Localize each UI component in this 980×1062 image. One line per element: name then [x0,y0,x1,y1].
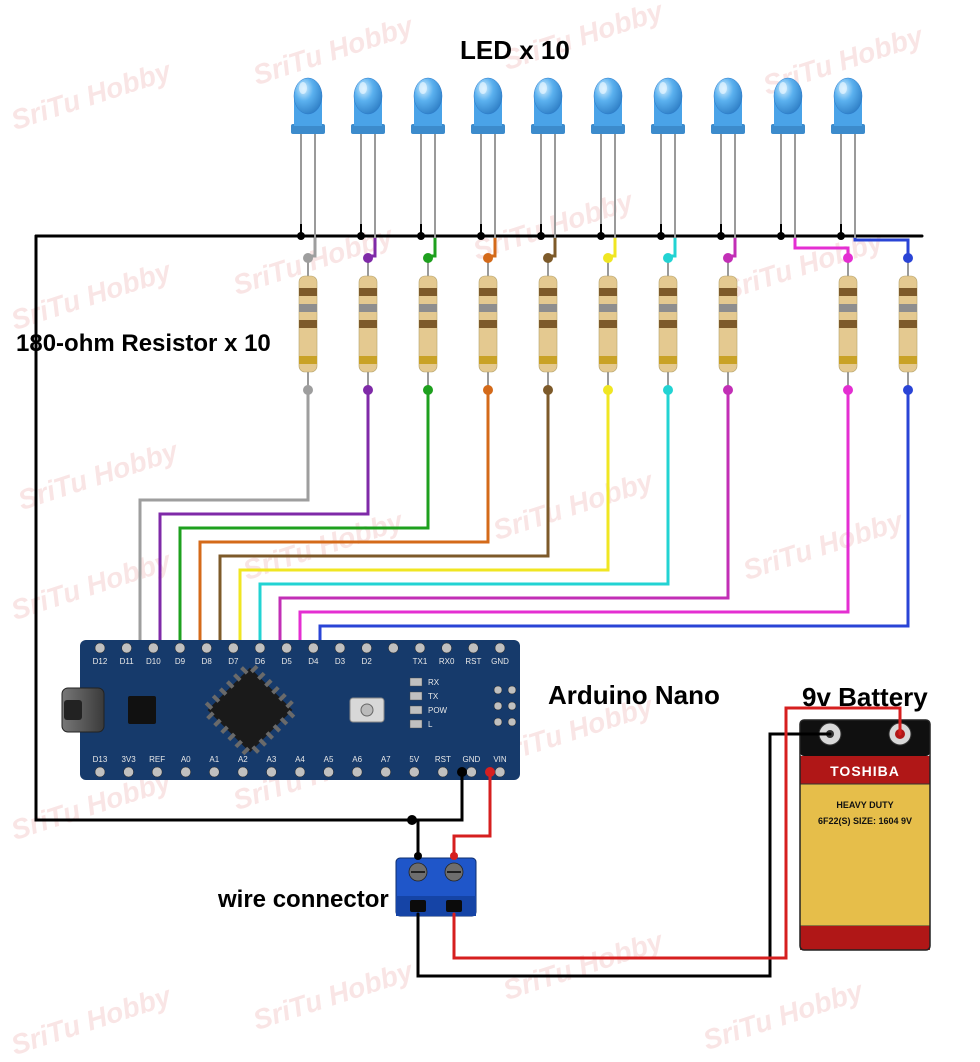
wire-connector [396,852,476,916]
svg-text:D8: D8 [202,657,213,666]
svg-text:HEAVY DUTY: HEAVY DUTY [836,800,893,810]
svg-text:TX: TX [428,692,439,701]
svg-text:D11: D11 [120,657,135,666]
svg-text:A2: A2 [238,755,248,764]
svg-text:D5: D5 [282,657,293,666]
svg-text:A6: A6 [352,755,362,764]
svg-text:3V3: 3V3 [121,755,136,764]
svg-text:POW: POW [428,706,448,715]
wires-layer [135,224,908,650]
svg-text:D6: D6 [255,657,266,666]
svg-text:D3: D3 [335,657,346,666]
svg-text:D7: D7 [228,657,239,666]
svg-text:D4: D4 [308,657,319,666]
svg-text:RX0: RX0 [439,657,455,666]
svg-text:TOSHIBA: TOSHIBA [830,763,900,779]
svg-text:GND: GND [491,657,509,666]
led-row [291,78,865,238]
arduino-nano: D12 D11 D10 D9 D8 D7 D6 D5 D4 D3 D2 TX1 RX0 RST GND D13… [62,640,520,780]
svg-text:A4: A4 [295,755,305,764]
svg-text:RST: RST [465,657,481,666]
svg-text:D13: D13 [93,755,108,764]
battery-9v: TOSHIBA HEAVY DUTY 6F22(S) SIZE: 1604 9V [800,720,930,950]
circuit-diagram: D12 D11 D10 D9 D8 D7 D6 D5 D4 D3 D2 TX1 RX0 RST GND D13… [0,0,980,1024]
svg-text:A1: A1 [209,755,219,764]
svg-text:6F22(S) SIZE: 1604 9V: 6F22(S) SIZE: 1604 9V [818,816,912,826]
svg-text:RST: RST [435,755,451,764]
svg-text:RX: RX [428,678,440,687]
svg-text:5V: 5V [409,755,419,764]
svg-text:D10: D10 [146,657,161,666]
svg-text:D9: D9 [175,657,186,666]
svg-text:VIN: VIN [493,755,507,764]
svg-text:A0: A0 [181,755,191,764]
svg-text:GND: GND [463,755,481,764]
svg-text:A5: A5 [324,755,334,764]
svg-text:A3: A3 [267,755,277,764]
svg-text:L: L [428,720,433,729]
svg-text:D12: D12 [93,657,108,666]
resistor-row [299,253,917,395]
svg-text:REF: REF [149,755,165,764]
svg-text:TX1: TX1 [413,657,428,666]
svg-text:D2: D2 [362,657,373,666]
svg-text:A7: A7 [381,755,391,764]
